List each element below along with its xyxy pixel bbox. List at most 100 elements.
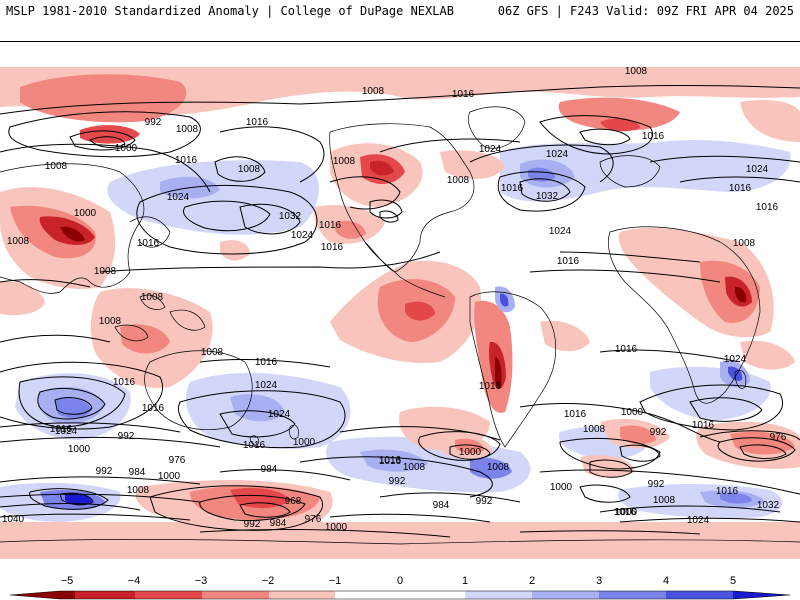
isobar-label: 1008 — [238, 164, 261, 175]
isobar-label: 1008 — [99, 316, 122, 327]
isobar-label: 1000 — [293, 437, 316, 448]
colorbar-segment — [599, 591, 666, 599]
isobar-label: 1024 — [167, 192, 190, 203]
colorbar: −5 −4 −3 −2 −1 0 1 2 3 4 5 — [9, 575, 791, 600]
isobar-label: 1032 — [757, 500, 780, 511]
isobar-label: 992 — [145, 117, 162, 128]
isobar-label: 1008 — [447, 175, 470, 186]
isobar-label: 1016 — [614, 507, 637, 518]
isobar-label: 1016 — [137, 238, 160, 249]
isobar-label: 1024 — [746, 164, 769, 175]
isobar-label: 1016 — [319, 220, 342, 231]
isobar-label: 1000 — [615, 507, 638, 518]
isobar-label: 992 — [244, 519, 261, 530]
colorbar-max-arrow — [733, 591, 790, 599]
colorbar-tick-label: 3 — [596, 575, 602, 587]
isobar-label: 1008 — [141, 292, 164, 303]
isobar-label: 1008 — [487, 462, 510, 473]
isobar-label: 1024 — [55, 426, 78, 437]
isobar-label: 1000 — [459, 447, 482, 458]
isobar-label: 1016 — [756, 202, 779, 213]
isobar-label: 1008 — [362, 86, 385, 97]
isobar-label: 1016 — [255, 357, 278, 368]
colorbar-segment — [60, 591, 75, 599]
isobar-labels: 1008 992 1008 1016 1000 1008 1016 1008 1… — [2, 66, 787, 533]
isobar-label: 1016 — [175, 155, 198, 166]
isobar-label: 1008 — [403, 462, 426, 473]
isobar-label: 1024 — [255, 380, 278, 391]
isobar-label: 992 — [650, 427, 667, 438]
isobar-label: 1016 — [379, 456, 402, 467]
isobar-label: 1016 — [113, 377, 136, 388]
isobar-label: 1016 — [642, 131, 665, 142]
isobar-label: 1016 — [692, 420, 715, 431]
isobar-label: 1008 — [653, 495, 676, 506]
isobar-label: 1016 — [716, 486, 739, 497]
isobars — [0, 84, 800, 538]
isobar-label: 1016 — [729, 183, 752, 194]
isobar-label: 992 — [96, 466, 113, 477]
isobar-label: 1008 — [333, 156, 356, 167]
colorbar-tick-label: 4 — [663, 575, 669, 587]
colorbar-segment — [335, 591, 465, 599]
isobar-label: 1016 — [321, 242, 344, 253]
colorbar-segment — [75, 591, 135, 599]
isobar-label: 1016 — [557, 256, 580, 267]
isobar-label: 976 — [305, 514, 322, 525]
isobar-label: 984 — [129, 467, 146, 478]
isobar-label: 992 — [648, 479, 665, 490]
isobar-label: 1008 — [7, 236, 30, 247]
isobar-label: 992 — [476, 496, 493, 507]
colorbar-segment — [202, 591, 269, 599]
isobar-label: 1016 — [379, 455, 402, 466]
isobar-label: 1008 — [45, 161, 68, 172]
isobar-label: 1016 — [142, 403, 165, 414]
isobar-label: 1032 — [536, 191, 559, 202]
isobar-label: 1024 — [549, 226, 572, 237]
isobar-label: 984 — [261, 464, 278, 475]
isobar-label: 1008 — [201, 347, 224, 358]
colorbar-outline — [9, 590, 791, 600]
isobar-label: 1008 — [94, 266, 117, 277]
colorbar-tick-label: −4 — [128, 575, 141, 587]
isobar-label: 1016 — [501, 183, 524, 194]
isobar-label: 1032 — [279, 211, 302, 222]
isobar-label: 1040 — [2, 514, 25, 525]
isobar-label: 992 — [118, 431, 135, 442]
colorbar-segment — [135, 591, 202, 599]
isobar-label: 1024 — [291, 230, 314, 241]
isobar-label: 1016 — [452, 89, 475, 100]
colorbar-segment — [666, 591, 733, 599]
colorbar-tick-label: −5 — [61, 575, 74, 587]
isobar-label: 1008 — [625, 66, 648, 77]
anomaly-shading — [0, 67, 800, 559]
isobar-label: 1016 — [479, 381, 502, 392]
isobar-label: 1008 — [176, 124, 199, 135]
isobar-label: 1024 — [687, 515, 710, 526]
colorbar-tick-label: 1 — [462, 575, 468, 587]
isobar-label: 1008 — [733, 238, 756, 249]
isobar-label: 1000 — [115, 143, 138, 154]
colorbar-tick-label: 0 — [397, 575, 403, 587]
colorbar-tick-label: −3 — [195, 575, 208, 587]
isobar-label: 1016 — [246, 117, 269, 128]
model-run-info: 06Z GFS | F243 Valid: 09Z FRI APR 04 202… — [497, 4, 794, 18]
isobar-label: 1008 — [127, 485, 150, 496]
isobar-label: 1000 — [621, 407, 644, 418]
map-title: MSLP 1981-2010 Standardized Anomaly | Co… — [6, 4, 454, 18]
coastlines — [0, 106, 800, 545]
isobar-label: 1024 — [724, 354, 747, 365]
isobar-label: 976 — [770, 432, 787, 443]
isobar-label: 968 — [285, 496, 302, 507]
anomaly-map: 1008 992 1008 1016 1000 1008 1016 1008 1… — [0, 41, 800, 559]
map-canvas: 1008 992 1008 1016 1000 1008 1016 1008 1… — [0, 42, 800, 559]
isobar-label: 1008 — [583, 424, 606, 435]
isobar-label: 1016 — [615, 344, 638, 355]
isobar-label: 1000 — [74, 208, 97, 219]
colorbar-tick-label: 2 — [529, 575, 535, 587]
colorbar-tick-label: −2 — [262, 575, 275, 587]
colorbar-min-arrow — [10, 591, 60, 599]
isobar-label: 1024 — [479, 144, 502, 155]
isobar-label: 1016 — [564, 409, 587, 420]
colorbar-tick-label: 5 — [730, 575, 736, 587]
